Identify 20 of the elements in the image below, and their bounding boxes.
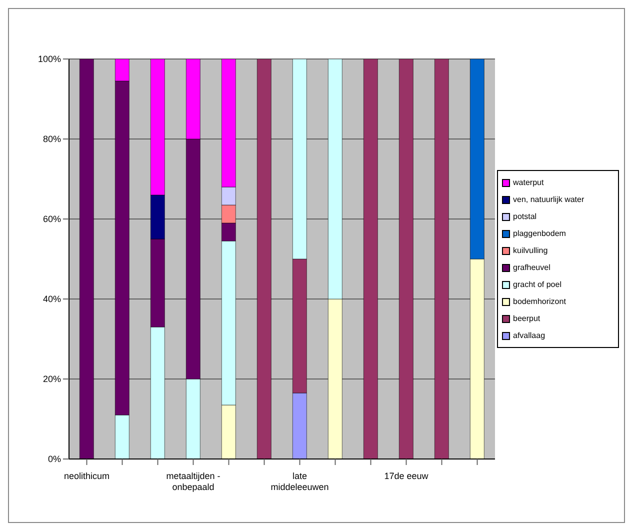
legend-label: kuilvulling [513,246,548,255]
legend-label: waterput [513,178,544,187]
legend-label: beerput [513,314,540,323]
legend-label: afvallaag [513,331,546,340]
y-tick-label: 60% [42,214,61,224]
legend-label: potstal [513,212,537,221]
y-tick-label: 40% [42,294,61,304]
x-tick-label: metaaltijden - onbepaald [166,471,220,492]
legend-label: grafheuvel [513,263,550,272]
y-tick-label: 20% [42,374,61,384]
y-tick-label: 0% [48,454,61,464]
legend-label: ven, natuurlijk water [513,195,584,204]
legend-label: plaggenbodem [513,229,566,238]
x-tick-label: neolithicum [64,471,110,481]
legend-label: gracht of poel [513,280,562,289]
x-tick-label: late middeleeuwen [270,471,329,492]
x-tick-label: 17de eeuw [384,471,429,481]
y-tick-label: 80% [42,134,61,144]
y-tick-label: 100% [38,54,61,64]
legend-label: bodemhorizont [513,297,566,306]
